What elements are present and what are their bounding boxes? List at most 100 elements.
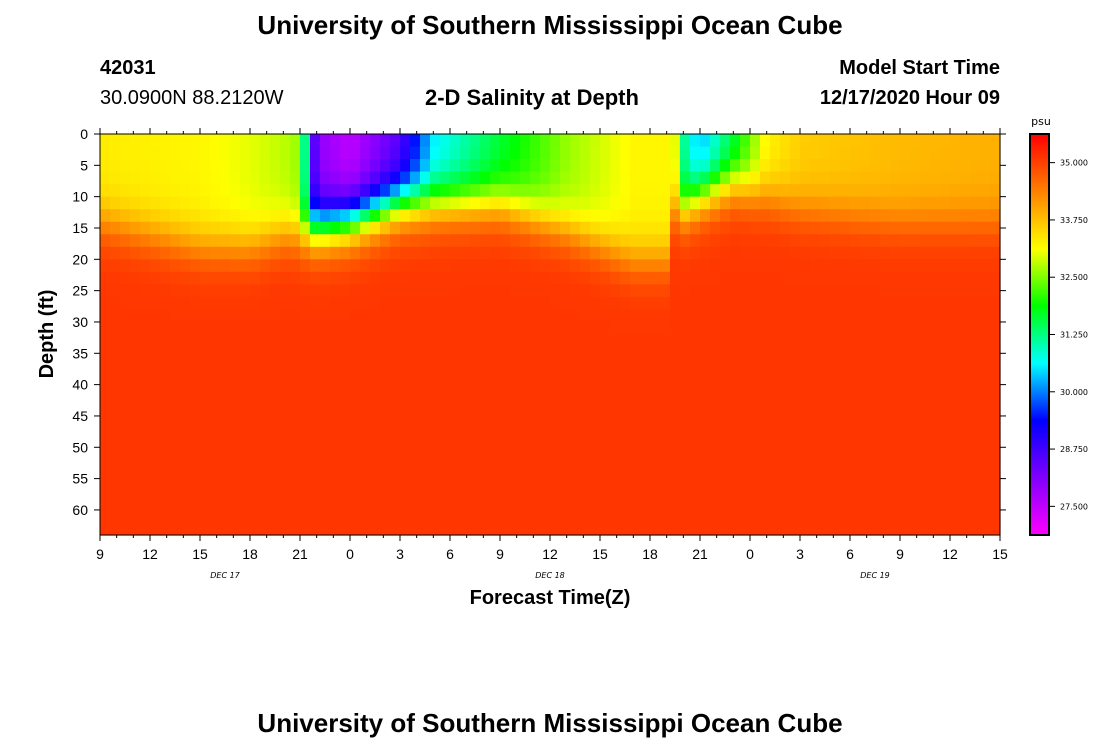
heatmap-cell (870, 422, 881, 436)
heatmap-cell (600, 459, 611, 473)
heatmap-cell (450, 372, 461, 386)
heatmap-cell (910, 196, 921, 210)
heatmap-cell (700, 196, 711, 210)
heatmap-cell (680, 372, 691, 386)
heatmap-cell (510, 134, 521, 148)
heatmap-cell (120, 347, 131, 361)
heatmap-cell (210, 146, 221, 160)
heatmap-cell (100, 372, 111, 386)
heatmap-cell (950, 209, 961, 223)
heatmap-cell (330, 184, 341, 198)
heatmap-cell (130, 171, 141, 185)
heatmap-cell (910, 171, 921, 185)
heatmap-cell (640, 246, 651, 260)
heatmap-cell (800, 146, 811, 160)
heatmap-cell (840, 372, 851, 386)
heatmap-cell (760, 484, 771, 499)
heatmap-cell (540, 384, 551, 398)
heatmap-cell (960, 146, 971, 160)
heatmap-cell (690, 296, 701, 311)
heatmap-cell (500, 159, 511, 173)
heatmap-cell (830, 321, 841, 336)
heatmap-cell (950, 372, 961, 386)
heatmap-cell (660, 209, 671, 223)
heatmap-cell (280, 347, 291, 361)
heatmap-cell (140, 146, 151, 160)
heatmap-cell (870, 434, 881, 448)
heatmap-cell (980, 271, 991, 285)
heatmap-cell (890, 134, 901, 148)
heatmap-cell (940, 134, 951, 148)
heatmap-cell (390, 134, 401, 148)
y-tick-label: 0 (80, 126, 88, 142)
heatmap-cell (890, 472, 901, 486)
heatmap-cell (870, 184, 881, 198)
heatmap-cell (360, 509, 371, 524)
heatmap-cell (160, 447, 171, 461)
heatmap-cell (150, 447, 161, 461)
heatmap-cell (510, 522, 521, 536)
heatmap-cell (510, 397, 521, 411)
heatmap-cell (720, 509, 731, 524)
heatmap-cell (720, 209, 731, 223)
heatmap-cell (670, 159, 681, 173)
heatmap-cell (870, 321, 881, 336)
heatmap-cell (160, 284, 171, 298)
heatmap-cell (720, 384, 731, 398)
heatmap-cell (430, 309, 441, 323)
heatmap-cell (900, 397, 911, 411)
heatmap-cell (930, 209, 941, 223)
heatmap-cell (490, 284, 501, 298)
heatmap-cell (570, 209, 581, 223)
heatmap-cell (340, 259, 351, 273)
heatmap-cell (240, 146, 251, 160)
heatmap-cell (140, 259, 151, 273)
heatmap-cell (710, 372, 721, 386)
heatmap-cell (280, 284, 291, 298)
heatmap-cell (870, 296, 881, 311)
heatmap-cell (750, 509, 761, 524)
heatmap-cell (880, 522, 891, 536)
heatmap-cell (390, 497, 401, 511)
heatmap-cell (810, 397, 821, 411)
heatmap-cell (220, 159, 231, 173)
heatmap-cell (560, 309, 571, 323)
heatmap-cell (830, 509, 841, 524)
heatmap-cell (430, 221, 441, 235)
heatmap-cell (660, 372, 671, 386)
heatmap-cell (570, 434, 581, 448)
heatmap-cell (470, 159, 481, 173)
heatmap-cell (480, 509, 491, 524)
heatmap-cell (540, 484, 551, 499)
heatmap-cell (420, 284, 431, 298)
heatmap-cell (570, 196, 581, 210)
heatmap-cell (550, 334, 561, 348)
heatmap-cell (440, 321, 451, 336)
heatmap-cell (540, 509, 551, 524)
heatmap-cell (270, 359, 281, 373)
heatmap-cell (810, 234, 821, 248)
heatmap-cell (700, 434, 711, 448)
heatmap-cell (130, 472, 141, 486)
heatmap-cell (140, 184, 151, 198)
heatmap-cell (940, 321, 951, 336)
heatmap-cell (910, 134, 921, 148)
heatmap-cell (570, 509, 581, 524)
heatmap-cell (130, 347, 141, 361)
heatmap-cell (850, 259, 861, 273)
heatmap-cell (770, 196, 781, 210)
heatmap-cell (450, 347, 461, 361)
heatmap-cell (240, 246, 251, 260)
heatmap-cell (380, 159, 391, 173)
heatmap-cell (910, 397, 921, 411)
heatmap-cell (140, 284, 151, 298)
heatmap-cell (520, 146, 531, 160)
heatmap-cell (760, 246, 771, 260)
heatmap-cell (660, 472, 671, 486)
heatmap-cell (110, 296, 121, 311)
heatmap-cell (700, 246, 711, 260)
heatmap-cell (580, 259, 591, 273)
heatmap-cell (540, 171, 551, 185)
heatmap-cell (440, 497, 451, 511)
heatmap-cell (640, 184, 651, 198)
